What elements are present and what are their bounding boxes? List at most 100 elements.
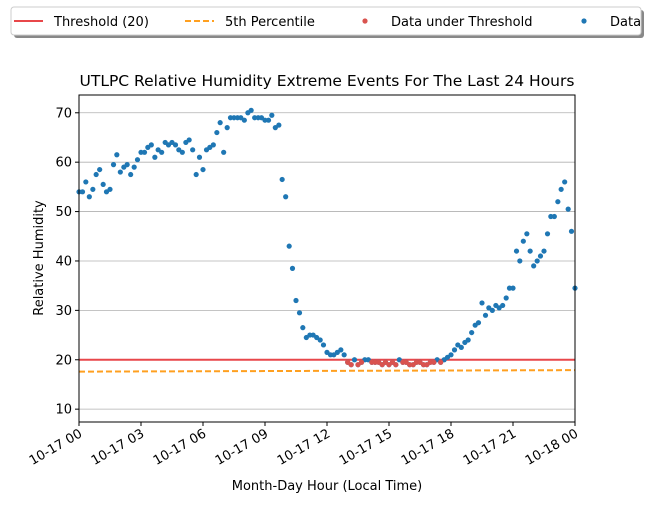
data-point [517,258,523,264]
data-point [134,157,141,163]
y-tick-label: 70 [55,106,72,121]
data-point [131,164,137,170]
data-point [317,337,323,343]
chart-title: UTLPC Relative Humidity Extreme Events F… [80,72,575,90]
data-point [248,107,254,113]
data-point [500,302,506,309]
data-point [159,149,165,155]
data-point [358,359,365,365]
data-point [393,362,399,368]
data-point [117,169,123,175]
x-axis-label: Month-Day Hour (Local Time) [232,479,422,494]
data-point [141,149,148,155]
data-point [107,186,113,192]
data-point [179,149,185,155]
data-point [469,329,475,336]
data-point [100,181,106,188]
data-point [86,194,92,200]
data-point [196,154,203,160]
data-point [568,228,575,234]
data-point [193,171,199,178]
data-point [300,325,306,331]
data-point [431,359,437,365]
data-point [124,162,130,168]
x-tick-label: 10-17 12 [275,426,333,468]
data-point [513,248,520,254]
data-point [489,307,495,313]
data-point [475,320,482,326]
data-point [97,166,103,173]
legend-label: Threshold (20) [53,15,149,30]
data-point [221,149,227,155]
data-point [79,189,86,195]
data-point [534,258,540,264]
data-point [458,344,464,351]
data-point [83,179,89,185]
x-tick-label: 10-17 06 [151,426,209,468]
legend-box [10,6,642,36]
data-point [214,129,220,136]
data-point [210,142,216,148]
data-point [448,352,454,358]
data-point [293,297,299,304]
data-point [283,194,289,200]
legend-label: Data [610,15,641,30]
x-tick-label: 10-17 21 [461,426,519,468]
data-point [224,125,230,131]
data-point [338,347,344,353]
data-point [520,238,526,244]
data-point [351,357,358,363]
plot-frame [78,94,576,423]
data-point [241,117,247,123]
x-tick-label: 10-17 15 [337,426,395,468]
data-point [438,359,444,365]
data-point [128,171,134,178]
data-point [93,171,99,178]
x-tick-label: 10-17 09 [213,426,271,468]
x-tick-label: 10-17 18 [399,426,457,468]
data-point [148,142,154,148]
data-point [348,362,354,368]
data-point [289,265,296,271]
data-point [503,295,509,301]
data-point [562,179,568,185]
data-point [186,137,192,143]
x-tick-label: 10-17 00 [27,426,85,468]
data-point [551,213,557,220]
data-point [537,253,544,259]
data-point [479,300,485,306]
data-point [114,152,120,158]
y-tick-label: 50 [55,205,72,220]
data-point [544,231,551,237]
y-tick-label: 20 [55,353,72,368]
data-point [200,166,206,173]
y-tick-label: 60 [55,156,72,171]
data-point [152,154,158,160]
legend-label: 5th Percentile [225,15,315,30]
data-point [541,248,547,254]
data-point [296,310,303,316]
data-point [558,186,564,192]
legend-marker [362,18,368,24]
data-point [531,263,537,269]
series-line [78,369,576,373]
data-point [110,162,117,168]
legend: Threshold (20) 5th Percentile Data under T… [10,6,644,38]
data-point [320,342,327,348]
y-tick-label: 10 [55,403,72,418]
data-point [190,147,196,153]
data-point [276,122,282,128]
data-point [269,112,275,118]
data-point [286,243,292,249]
y-tick-label: 30 [55,304,72,319]
data-point [565,206,571,212]
data-point [524,231,530,237]
data-point [482,312,489,318]
data-point [265,117,272,123]
y-axis-label: Relative Humidity [32,200,47,316]
data-point [451,347,458,353]
data-point [90,186,96,192]
data-point [217,120,223,126]
